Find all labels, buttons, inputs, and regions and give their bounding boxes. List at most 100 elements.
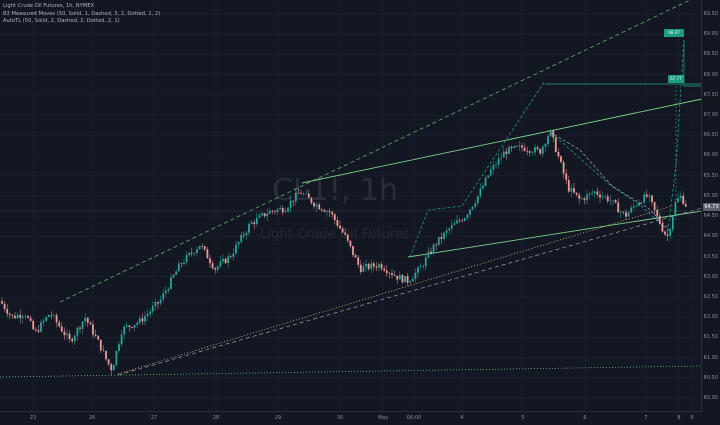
- candle-body: [68, 333, 71, 339]
- candle-body: [658, 215, 661, 224]
- watermark-description: Light Crude Oil Futures: [260, 227, 410, 242]
- dotted-support-line: [117, 205, 673, 375]
- candle-body: [94, 334, 97, 336]
- price-axis-label: 62.00: [703, 314, 718, 321]
- candle-body: [583, 198, 586, 201]
- candle-body: [32, 320, 35, 330]
- candle-body: [666, 234, 669, 236]
- time-axis[interactable]: 23 26 27 28 29 30 May 06:00 4 5 6 7 8 9: [0, 411, 702, 425]
- candle-body: [354, 255, 357, 258]
- candle-body: [388, 273, 391, 274]
- candle-body: [175, 271, 178, 275]
- candle-body: [292, 200, 295, 202]
- time-axis-label: 29: [274, 415, 282, 421]
- measured-move-path-1: [409, 80, 546, 258]
- candle-body: [380, 264, 383, 269]
- candle-body: [164, 290, 167, 294]
- time-axis-label: 30: [336, 415, 344, 421]
- candle-body: [279, 207, 282, 210]
- candle-body: [172, 274, 175, 278]
- candle-body: [606, 196, 609, 202]
- candle-body: [141, 318, 144, 322]
- candle-body: [219, 261, 222, 267]
- candle-body: [131, 326, 133, 328]
- candle-body: [274, 211, 276, 212]
- candle-body: [128, 325, 131, 327]
- candle-body: [445, 230, 448, 233]
- candle-body: [404, 276, 406, 283]
- candle-body: [632, 206, 635, 208]
- candle-body: [684, 204, 687, 207]
- candle-body: [627, 212, 630, 217]
- candle-body: [671, 215, 674, 230]
- candle-body: [261, 213, 263, 216]
- legend-indicator-measured-moves[interactable]: B3 Measured Moves (50, Solid, 1, Dashed,…: [3, 10, 161, 17]
- candle-body: [570, 188, 573, 192]
- candle-body: [229, 256, 232, 257]
- candle-body: [248, 224, 250, 233]
- candle-body: [245, 232, 248, 236]
- time-axis-label: May: [377, 415, 389, 421]
- time-axis-label: 5: [521, 415, 525, 421]
- candle-body: [336, 220, 339, 226]
- lower-solid-trend-line: [407, 210, 702, 258]
- upper-dashed-channel-line: [59, 0, 691, 303]
- candle-body: [146, 313, 149, 317]
- candle-body: [474, 203, 477, 207]
- price-axis-label: 69.00: [703, 31, 718, 38]
- price-axis-label: 68.00: [703, 71, 718, 78]
- candle-body: [357, 257, 360, 265]
- candle-body: [125, 325, 128, 327]
- candle-body: [8, 313, 11, 315]
- candle-body: [601, 196, 604, 198]
- candle-body: [107, 359, 110, 365]
- price-axis-label: 62.50: [703, 293, 718, 300]
- candle-body: [349, 240, 352, 247]
- candle-body: [599, 194, 601, 198]
- candle-body: [214, 268, 217, 270]
- candle-body: [521, 145, 523, 148]
- price-axis[interactable]: 69.50 69.00 68.50 68.00 67.50 67.00 66.50 66.00…: [701, 0, 720, 412]
- candle-body: [580, 198, 583, 200]
- candle-body: [513, 146, 516, 148]
- candle-body: [596, 191, 599, 195]
- candle-body: [227, 256, 230, 264]
- candle-body: [567, 180, 570, 192]
- chart-grid: [0, 0, 702, 412]
- candle-body: [37, 330, 40, 332]
- time-axis-label: 26: [88, 415, 96, 421]
- candle-body: [63, 331, 66, 336]
- candle-body: [385, 270, 388, 274]
- candle-body: [276, 209, 279, 212]
- candle-body: [591, 193, 594, 194]
- candle-body: [185, 254, 188, 263]
- candle-body: [159, 299, 162, 304]
- candle-body: [222, 258, 224, 262]
- candle-body: [541, 146, 544, 154]
- price-chart[interactable]: CL1!, 1h Light Crude Oil Futures: [0, 0, 702, 412]
- time-axis-label: 06:00: [406, 415, 422, 421]
- legend-symbol[interactable]: Light Crude Oil Futures, 1h, NYMEX: [3, 3, 95, 9]
- candle-body: [66, 333, 68, 336]
- candle-body: [365, 264, 367, 267]
- candle-body: [536, 147, 539, 149]
- candle-body: [638, 202, 640, 206]
- time-axis-label: 28: [212, 415, 220, 421]
- legend-indicator-autotl[interactable]: AutoTL (50, Solid, 2, Dashed, 2, Dotted,…: [3, 18, 120, 25]
- candle-body: [284, 211, 287, 213]
- time-axis-label: 8: [677, 415, 681, 421]
- candle-body: [375, 266, 378, 268]
- price-axis-label: 68.50: [703, 51, 718, 58]
- candle-body: [552, 130, 555, 138]
- candle-body: [302, 193, 305, 195]
- candle-body: [240, 235, 243, 242]
- candle-body: [14, 315, 16, 319]
- candle-body: [544, 144, 547, 147]
- candle-body: [102, 350, 105, 351]
- candle-body: [588, 193, 591, 195]
- candle-body: [170, 277, 172, 289]
- candle-body: [393, 275, 396, 276]
- candle-body: [203, 246, 206, 250]
- long-dashed-trend-line: [117, 207, 702, 376]
- candle-body: [326, 211, 328, 212]
